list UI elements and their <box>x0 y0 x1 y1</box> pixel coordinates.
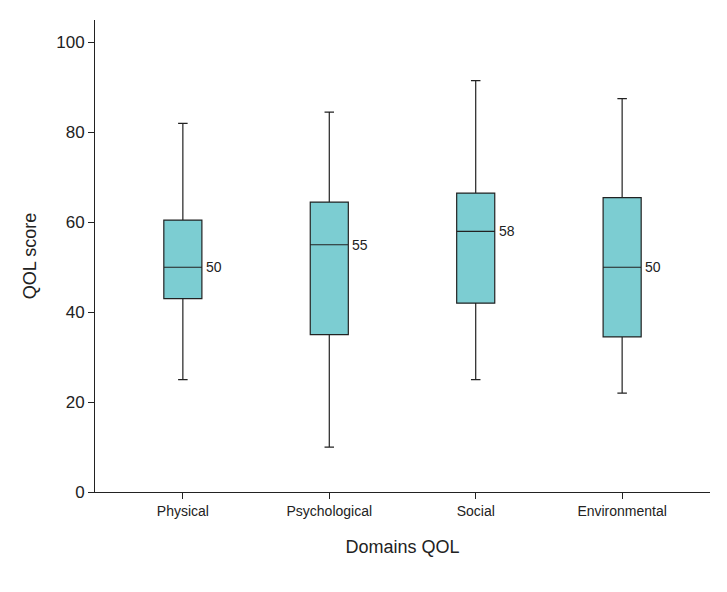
svg-text:40: 40 <box>66 303 85 322</box>
svg-text:QOL score: QOL score <box>20 213 40 299</box>
svg-text:55: 55 <box>352 237 368 253</box>
svg-text:0: 0 <box>75 483 84 502</box>
svg-text:60: 60 <box>66 213 85 232</box>
svg-text:50: 50 <box>206 259 222 275</box>
svg-text:Psychological: Psychological <box>286 503 372 519</box>
svg-text:58: 58 <box>499 223 515 239</box>
svg-text:80: 80 <box>66 123 85 142</box>
svg-text:Domains QOL: Domains QOL <box>345 537 459 557</box>
svg-text:100: 100 <box>56 33 84 52</box>
svg-text:20: 20 <box>66 393 85 412</box>
svg-text:Physical: Physical <box>157 503 209 519</box>
svg-text:Social: Social <box>457 503 495 519</box>
svg-text:50: 50 <box>645 259 661 275</box>
svg-text:Environmental: Environmental <box>577 503 667 519</box>
